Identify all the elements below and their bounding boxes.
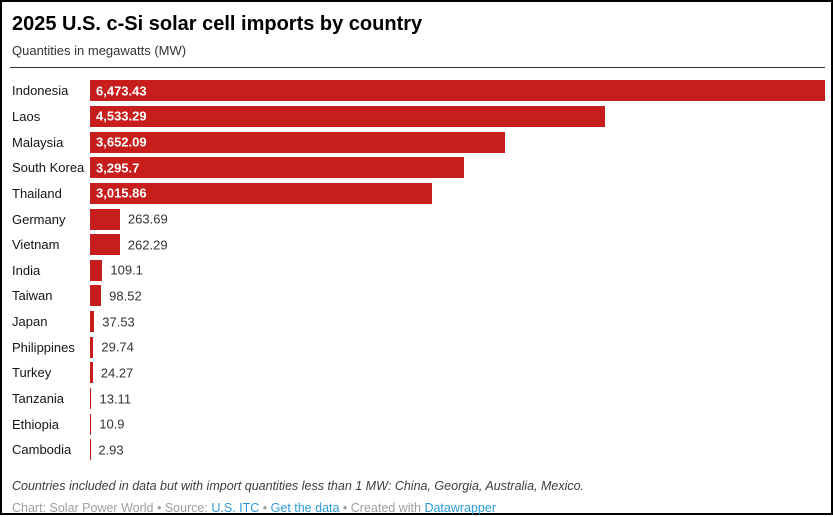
byline-text: Created with [350, 500, 425, 515]
byline-text: • [259, 500, 271, 515]
bar[interactable] [90, 208, 120, 230]
bar-row: Tanzania 13.11 [10, 386, 825, 412]
bar[interactable] [90, 285, 102, 307]
bar-track: 263.69 [90, 208, 825, 230]
bar-track: 109.1 [90, 259, 825, 281]
bar-row: Thailand 3,015.86 [10, 181, 825, 207]
country-label: Thailand [12, 185, 62, 201]
value-label-outside: 10.9 [99, 416, 125, 432]
bar-row: Germany 263.69 [10, 206, 825, 232]
bar-track: 262.29 [90, 234, 825, 256]
bar-row: Vietnam 262.29 [10, 232, 825, 258]
country-label: Malaysia [12, 134, 64, 150]
bar-track: 4,533.29 [90, 105, 825, 127]
bar-row: Malaysia 3,652.09 [10, 129, 825, 155]
bar-track: 3,295.7 [90, 157, 825, 179]
country-label: Turkey [12, 365, 52, 381]
bar[interactable]: 3,652.09 [90, 131, 505, 153]
chart-title: 2025 U.S. c-Si solar cell imports by cou… [12, 13, 423, 35]
bar[interactable]: 6,473.43 [90, 80, 825, 102]
bar-chart: Indonesia 6,473.43 Laos 4,533.29 Malaysi… [10, 78, 825, 463]
value-label-inside: 4,533.29 [96, 108, 147, 124]
bar[interactable] [90, 413, 92, 435]
bar-row: Ethiopia 10.9 [10, 411, 825, 437]
bar[interactable] [90, 362, 93, 384]
bar-row: Turkey 24.27 [10, 360, 825, 386]
country-label: Cambodia [12, 442, 72, 458]
country-label: Germany [12, 211, 66, 227]
value-label-inside: 3,015.86 [96, 185, 147, 201]
byline-link[interactable]: Datawrapper [424, 500, 497, 515]
country-label: Tanzania [12, 391, 65, 406]
country-label: Philippines [12, 339, 75, 355]
value-label-inside: 3,295.7 [96, 160, 140, 176]
country-label: India [12, 262, 41, 278]
value-label-outside: 2.93 [98, 442, 124, 458]
bar-track: 6,473.43 [90, 80, 825, 102]
bar[interactable] [90, 234, 120, 256]
bar-track: 37.53 [90, 311, 825, 333]
value-label-outside: 262.29 [127, 237, 168, 253]
byline-text: • [153, 500, 165, 515]
value-label-outside: 13.11 [99, 391, 132, 406]
chart-subtitle: Quantities in megawatts (MW) [12, 43, 187, 58]
bar-row: Taiwan 98.52 [10, 283, 825, 309]
chart-frame: 2025 U.S. c-Si solar cell imports by cou… [10, 11, 825, 517]
bar-track: 3,015.86 [90, 182, 825, 204]
bar-track: 29.74 [90, 336, 825, 358]
bar-row: India 109.1 [10, 257, 825, 283]
bar-track: 98.52 [90, 285, 825, 307]
byline-link[interactable]: U.S. ITC [211, 500, 260, 515]
bar-track: 24.27 [90, 362, 825, 384]
value-label-outside: 29.74 [101, 339, 134, 355]
bar-row: Laos 4,533.29 [10, 104, 825, 130]
value-label-outside: 37.53 [102, 314, 135, 330]
value-label-outside: 24.27 [100, 365, 134, 381]
bar[interactable] [90, 388, 92, 409]
byline-link[interactable]: Get the data [270, 500, 340, 515]
country-label: Ethiopia [12, 416, 59, 432]
value-label-outside: 98.52 [109, 288, 142, 304]
bar-row: Indonesia 6,473.43 [10, 78, 825, 104]
bar[interactable]: 3,015.86 [90, 182, 433, 204]
header-divider [10, 67, 825, 68]
byline: Chart: Solar Power World • Source: U.S. … [12, 500, 825, 517]
bar-track: 13.11 [90, 388, 825, 409]
bar-track: 2.93 [90, 439, 825, 461]
bar-row: Philippines 29.74 [10, 334, 825, 360]
bar-row: Japan 37.53 [10, 309, 825, 335]
country-label: Indonesia [12, 83, 69, 99]
byline-text: Source: [164, 500, 212, 515]
bar-track: 3,652.09 [90, 131, 825, 153]
value-label-outside: 109.1 [110, 262, 143, 278]
byline-text: Chart: Solar Power World [12, 500, 154, 515]
bar-row: Cambodia 2.93 [10, 437, 825, 463]
bar-track: 10.9 [90, 413, 825, 435]
bar[interactable]: 4,533.29 [90, 105, 605, 127]
byline-text: • [339, 500, 351, 515]
bar[interactable]: 3,295.7 [90, 157, 465, 179]
country-label: Laos [12, 108, 41, 124]
value-label-inside: 6,473.43 [96, 83, 147, 99]
bar[interactable] [90, 336, 94, 358]
value-label-inside: 3,652.09 [96, 134, 147, 150]
country-label: Taiwan [12, 288, 53, 304]
country-label: Vietnam [12, 237, 60, 253]
bar[interactable] [90, 259, 103, 281]
country-label: South Korea [12, 160, 85, 176]
bar[interactable] [90, 311, 95, 333]
value-label-outside: 263.69 [127, 211, 168, 227]
bar[interactable] [90, 439, 91, 461]
footnote: Countries included in data but with impo… [12, 478, 585, 493]
country-label: Japan [12, 314, 48, 330]
bar-row: South Korea 3,295.7 [10, 155, 825, 181]
